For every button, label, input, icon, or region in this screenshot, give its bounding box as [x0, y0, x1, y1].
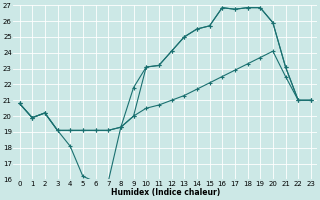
- X-axis label: Humidex (Indice chaleur): Humidex (Indice chaleur): [111, 188, 220, 197]
